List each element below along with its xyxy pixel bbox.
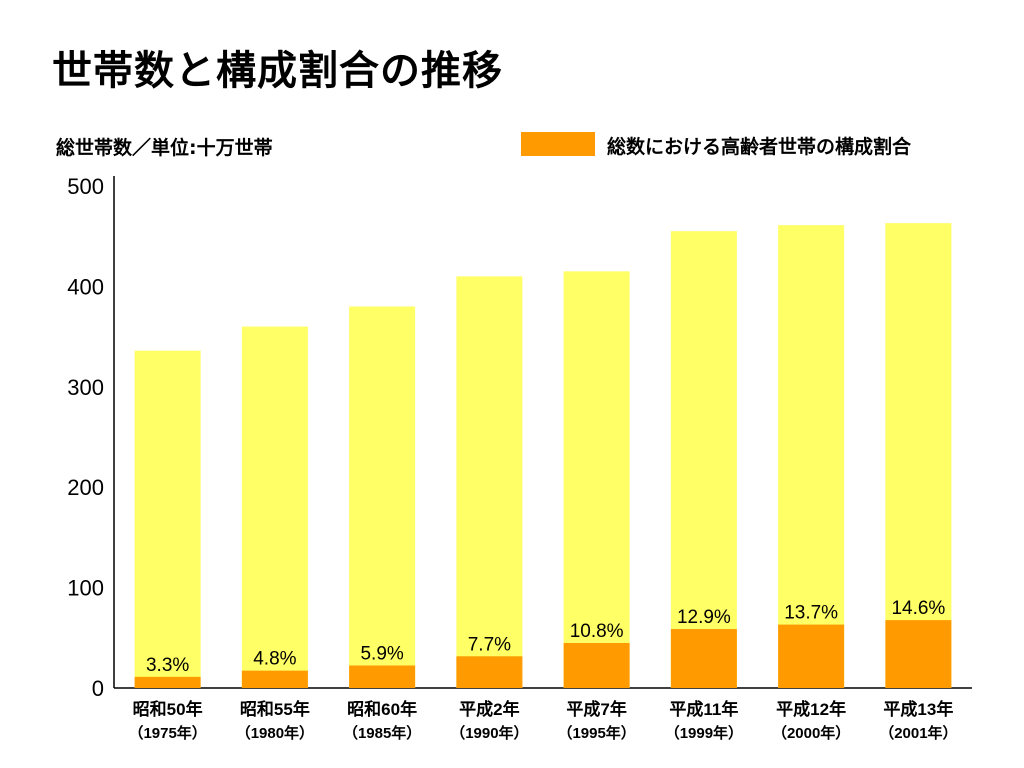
bar-elderly <box>885 620 952 688</box>
bar-total <box>563 271 630 688</box>
data-label: 5.9% <box>360 643 403 664</box>
bar-elderly <box>563 643 630 688</box>
y-tick-label: 300 <box>67 375 104 400</box>
legend-label-elderly: 総数における高齢者世帯の構成割合 <box>607 136 912 158</box>
y-axis-label: 総世帯数／単位:十万世帯 <box>56 137 273 159</box>
x-tick-label: 昭和60年 <box>347 699 417 719</box>
chart-title: 世帯数と構成割合の推移 <box>52 48 503 94</box>
x-tick-sublabel: （2001年） <box>879 724 957 742</box>
x-tick-sublabel: （1985年） <box>343 724 421 742</box>
bar-elderly <box>778 624 845 688</box>
x-tick-sublabel: （1975年） <box>128 724 206 742</box>
data-label: 14.6% <box>891 598 945 619</box>
y-tick-label: 0 <box>92 676 104 701</box>
x-tick-label: 平成2年 <box>459 699 519 719</box>
bar-total <box>349 306 416 688</box>
bar-total <box>456 276 523 688</box>
bar-total <box>241 326 308 688</box>
bar-total <box>778 225 845 688</box>
bar-elderly <box>349 665 416 688</box>
bar-total <box>885 223 952 688</box>
bar-total <box>134 350 201 688</box>
data-label: 10.8% <box>570 621 624 642</box>
bar-elderly <box>670 629 737 688</box>
x-tick-label: 平成7年 <box>566 699 626 719</box>
x-tick-label: 平成11年 <box>669 699 738 719</box>
bar-elderly <box>456 656 523 688</box>
y-tick-label: 400 <box>67 274 104 299</box>
y-tick-label: 100 <box>67 576 104 601</box>
x-tick-sublabel: （1995年） <box>557 724 635 742</box>
x-tick-sublabel: （1999年） <box>665 724 743 742</box>
data-label: 3.3% <box>146 655 189 676</box>
x-tick-label: 昭和50年 <box>133 699 203 719</box>
y-tick-label: 500 <box>67 174 104 199</box>
data-label: 13.7% <box>784 603 838 624</box>
x-tick-sublabel: （2000年） <box>772 724 850 742</box>
x-tick-label: 平成13年 <box>883 699 953 719</box>
bar-elderly <box>134 676 201 688</box>
bar-elderly <box>241 670 308 688</box>
x-tick-label: 平成12年 <box>776 699 846 719</box>
legend-swatch-elderly <box>521 132 595 156</box>
x-tick-sublabel: （1980年） <box>236 724 314 742</box>
data-label: 7.7% <box>468 634 511 655</box>
data-label: 4.8% <box>253 649 296 670</box>
data-label: 12.9% <box>677 607 731 628</box>
x-tick-label: 昭和55年 <box>240 699 310 719</box>
bar-total <box>670 231 737 688</box>
y-tick-label: 200 <box>67 475 104 500</box>
x-tick-sublabel: （1990年） <box>450 724 528 742</box>
